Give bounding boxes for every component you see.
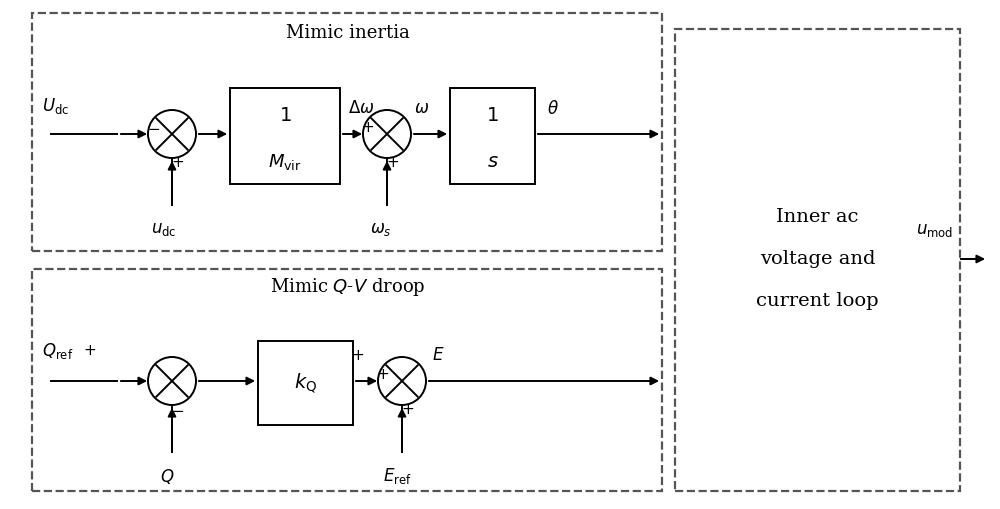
Text: $\theta$: $\theta$: [547, 100, 559, 118]
Text: $U_{\mathrm{dc}}$: $U_{\mathrm{dc}}$: [42, 96, 69, 116]
Circle shape: [378, 357, 426, 405]
Bar: [32, 269, 662, 491]
Text: Inner ac: Inner ac: [776, 208, 859, 226]
Text: current loop: current loop: [756, 292, 879, 310]
Circle shape: [363, 110, 411, 158]
Text: $u_{\mathrm{dc}}$: $u_{\mathrm{dc}}$: [151, 220, 177, 238]
Bar: [32, 13, 662, 251]
Text: $k_{\mathrm{Q}}$: $k_{\mathrm{Q}}$: [294, 372, 317, 394]
Text: $1$: $1$: [486, 107, 499, 125]
Text: $M_{\mathrm{vir}}$: $M_{\mathrm{vir}}$: [268, 152, 302, 172]
Text: $-$: $-$: [147, 121, 161, 135]
Circle shape: [148, 357, 196, 405]
Text: $+$: $+$: [351, 349, 365, 363]
Bar: [675, 29, 960, 491]
Text: $-$: $-$: [171, 403, 185, 417]
Text: $+$: $+$: [386, 156, 400, 170]
Text: $Q_{\mathrm{ref}}$: $Q_{\mathrm{ref}}$: [42, 341, 73, 361]
Text: $u_{\mathrm{mod}}$: $u_{\mathrm{mod}}$: [916, 222, 954, 240]
Circle shape: [148, 110, 196, 158]
Text: $s$: $s$: [487, 153, 498, 171]
Text: Mimic inertia: Mimic inertia: [286, 24, 410, 42]
Text: $Q$: $Q$: [160, 467, 174, 486]
Text: $+$: $+$: [171, 156, 185, 170]
Text: $+$: $+$: [376, 368, 390, 382]
Text: voltage and: voltage and: [760, 250, 875, 268]
Text: $+$: $+$: [361, 121, 375, 135]
Text: $E_{\mathrm{ref}}$: $E_{\mathrm{ref}}$: [383, 466, 411, 486]
Text: $\Delta\omega$: $\Delta\omega$: [348, 100, 375, 118]
Text: $E$: $E$: [432, 348, 444, 364]
Text: $+$: $+$: [401, 403, 415, 417]
Text: Mimic $Q$-$V$ droop: Mimic $Q$-$V$ droop: [270, 276, 426, 298]
Text: $\omega$: $\omega$: [414, 100, 429, 118]
Bar: [258, 341, 353, 425]
Text: $+$: $+$: [83, 344, 97, 358]
Text: $1$: $1$: [279, 107, 291, 125]
Text: $\omega_s$: $\omega_s$: [370, 220, 392, 238]
Bar: [230, 88, 340, 184]
Bar: [450, 88, 535, 184]
